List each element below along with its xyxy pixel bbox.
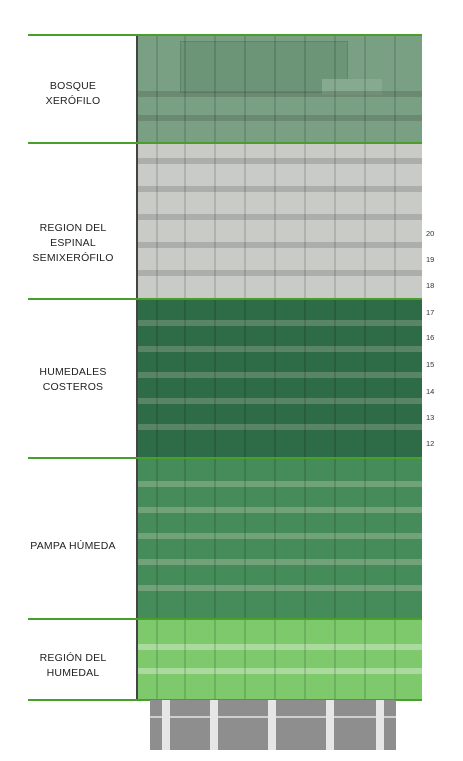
floor-slab: [136, 533, 422, 539]
floor-slab: [136, 372, 422, 378]
floor-slab: [136, 158, 422, 164]
zone-espinal: [136, 144, 422, 299]
floor-slab: [136, 644, 422, 650]
base-column: [326, 700, 334, 750]
floor-slab: [136, 346, 422, 352]
floor-slab: [136, 398, 422, 404]
zone-divider: [28, 618, 422, 620]
building-base: [150, 700, 396, 750]
floor-slab: [136, 481, 422, 487]
penthouse-block: [180, 41, 348, 93]
zone-divider: [28, 142, 422, 144]
floor-number: 20: [426, 229, 435, 238]
zone-divider: [28, 457, 422, 459]
label-column-line: [136, 34, 138, 700]
floor-slab: [136, 424, 422, 430]
penthouse-side: [322, 79, 382, 95]
floor-number: 16: [426, 333, 435, 342]
floor-number: 18: [426, 281, 435, 290]
floor-slab: [136, 242, 422, 248]
floor-number: 13: [426, 413, 435, 422]
floor-number: 15: [426, 360, 435, 369]
zone-label-pampa: PAMPA HÚMEDA: [30, 540, 116, 552]
zone-label-espinal: REGION DEL ESPINAL SEMIXERÓFILO: [32, 222, 114, 264]
base-column: [376, 700, 384, 750]
zone-label-bosque: BOSQUE XERÓFILO: [45, 80, 101, 107]
floor-number: 14: [426, 387, 435, 396]
floor-slab: [136, 507, 422, 513]
floor-slab: [136, 559, 422, 565]
zone-divider: [28, 34, 422, 36]
zone-bosque: [136, 35, 422, 143]
floor-slab: [136, 91, 422, 97]
zone-humedal: [136, 620, 422, 700]
base-column: [268, 700, 276, 750]
floor-slab: [136, 214, 422, 220]
floor-number: 12: [426, 439, 435, 448]
zone-label-humedales: HUMEDALES COSTEROS: [39, 366, 107, 393]
floor-slab: [136, 585, 422, 591]
base-column: [162, 700, 170, 750]
floor-slab: [136, 186, 422, 192]
zone-divider: [28, 298, 422, 300]
base-column: [210, 700, 218, 750]
floor-slab: [136, 115, 422, 121]
floor-slab: [136, 320, 422, 326]
zone-humedales: [136, 300, 422, 458]
floor-slab: [136, 668, 422, 674]
floor-number: 19: [426, 255, 435, 264]
floor-slab: [136, 270, 422, 276]
zone-label-humedal: REGIÓN DEL HUMEDAL: [39, 652, 107, 679]
zone-pampa: [136, 459, 422, 619]
floor-number: 17: [426, 308, 435, 317]
